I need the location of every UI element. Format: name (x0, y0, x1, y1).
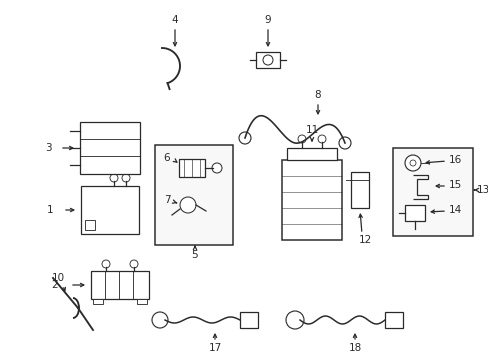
Bar (350, 172, 368, 208)
Circle shape (102, 260, 110, 268)
Bar (81, 186, 139, 234)
Text: 7: 7 (163, 195, 170, 205)
Text: 13: 13 (475, 185, 488, 195)
Circle shape (338, 137, 350, 149)
Bar (137, 299, 147, 304)
Circle shape (404, 155, 420, 171)
Text: 16: 16 (447, 155, 461, 165)
Text: 1: 1 (46, 205, 53, 215)
Bar (93, 299, 103, 304)
Bar (282, 160, 341, 240)
Circle shape (285, 311, 304, 329)
Text: 5: 5 (191, 250, 198, 260)
Circle shape (409, 160, 415, 166)
Bar (80, 122, 140, 174)
Text: 12: 12 (358, 235, 371, 245)
Text: 2: 2 (52, 280, 58, 290)
Text: 11: 11 (305, 125, 318, 135)
Bar (392, 148, 472, 236)
Circle shape (263, 55, 272, 65)
Bar (155, 145, 232, 245)
Bar (404, 205, 424, 221)
Text: 14: 14 (447, 205, 461, 215)
Bar (286, 148, 336, 160)
Text: 6: 6 (163, 153, 170, 163)
Circle shape (239, 132, 250, 144)
Text: 9: 9 (264, 15, 271, 25)
Circle shape (212, 163, 222, 173)
Text: 8: 8 (314, 90, 321, 100)
Circle shape (130, 260, 138, 268)
Text: 18: 18 (347, 343, 361, 353)
Circle shape (110, 174, 118, 182)
Text: 17: 17 (208, 343, 221, 353)
Circle shape (297, 135, 305, 143)
Circle shape (152, 312, 168, 328)
Bar (240, 312, 258, 328)
Circle shape (317, 135, 325, 143)
Bar (384, 312, 402, 328)
Text: 3: 3 (44, 143, 51, 153)
Bar (256, 52, 280, 68)
Text: 15: 15 (447, 180, 461, 190)
Text: 4: 4 (171, 15, 178, 25)
Bar (85, 220, 95, 230)
Text: 10: 10 (51, 273, 64, 283)
Bar (179, 159, 204, 177)
Circle shape (122, 174, 130, 182)
Circle shape (180, 197, 196, 213)
Bar (91, 271, 149, 299)
